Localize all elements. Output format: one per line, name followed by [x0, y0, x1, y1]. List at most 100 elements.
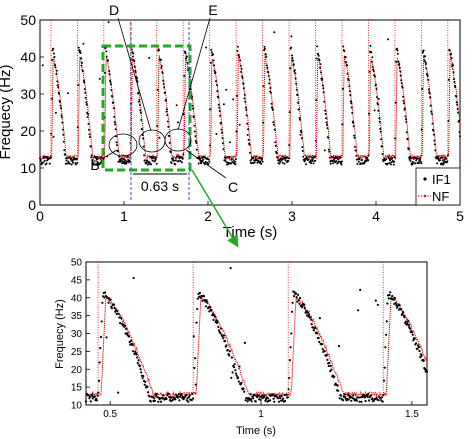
- bottom-series-layer: [84, 262, 429, 403]
- if1-point: [213, 64, 216, 67]
- if1-point: [60, 116, 63, 119]
- if1-point: [117, 155, 120, 158]
- if1-point: [309, 316, 312, 319]
- if1-point: [211, 312, 214, 316]
- if1-point: [284, 159, 287, 162]
- if1-point: [348, 85, 351, 88]
- if1-point: [215, 319, 218, 322]
- if1-point: [256, 161, 259, 164]
- if1-point: [146, 385, 149, 388]
- if1-point: [198, 291, 201, 295]
- if1-point: [76, 161, 79, 164]
- if1-point: [427, 88, 430, 91]
- if1-point: [217, 329, 221, 332]
- if1-point: [176, 155, 179, 158]
- if1-point: [116, 150, 119, 153]
- if1-point: [62, 133, 65, 136]
- if1-point: [384, 346, 387, 349]
- if1-point: [368, 70, 371, 73]
- if1-point: [191, 95, 194, 98]
- if1-point: [424, 55, 426, 58]
- if1-point: [51, 49, 54, 52]
- if1-point: [353, 136, 356, 139]
- if1-point: [259, 160, 262, 163]
- if1-point: [368, 112, 370, 115]
- if1-point: [222, 148, 225, 151]
- if1-point: [327, 136, 330, 139]
- if1-point: [318, 340, 321, 343]
- if1-point: [229, 267, 232, 270]
- if1-point: [264, 53, 267, 56]
- if1-point: [144, 159, 146, 162]
- if1-point: [87, 122, 90, 125]
- if1-point: [357, 160, 360, 163]
- if1-point: [274, 145, 277, 147]
- if1-point: [229, 162, 232, 165]
- point-c-label: D: [109, 2, 119, 18]
- if1-point: [431, 113, 433, 116]
- if1-point: [271, 394, 274, 397]
- if1-point: [377, 97, 380, 100]
- if1-point: [442, 162, 445, 165]
- nf-series-line: [39, 54, 461, 161]
- if1-point: [219, 332, 222, 335]
- if1-point: [83, 88, 86, 91]
- if1-point: [114, 128, 117, 131]
- if1-point: [423, 59, 426, 62]
- if1-point: [184, 52, 187, 55]
- if1-point: [240, 68, 243, 70]
- if1-point: [119, 322, 122, 325]
- if1-point: [79, 52, 82, 54]
- if1-point: [385, 333, 388, 336]
- if1-point: [197, 162, 200, 165]
- if1-point: [401, 312, 404, 315]
- if1-point: [183, 74, 186, 77]
- if1-point: [194, 135, 197, 138]
- if1-point: [70, 157, 73, 160]
- if1-point: [243, 97, 246, 100]
- if1-point: [228, 350, 231, 353]
- if1-point: [204, 305, 208, 308]
- if1-point: [61, 128, 64, 131]
- if1-point: [148, 57, 151, 59]
- if1-point: [425, 67, 428, 70]
- if1-point: [403, 107, 406, 110]
- if1-point: [373, 74, 376, 77]
- if1-point: [349, 100, 352, 103]
- if1-point: [375, 396, 378, 399]
- if1-point: [157, 400, 160, 403]
- if1-point: [317, 53, 320, 56]
- if1-point: [150, 163, 153, 166]
- if1-point: [135, 353, 138, 356]
- if1-point: [86, 111, 89, 114]
- if1-point: [199, 157, 202, 160]
- if1-point: [166, 120, 169, 123]
- if1-point: [210, 48, 213, 51]
- if1-point: [116, 309, 119, 312]
- if1-point: [112, 303, 116, 306]
- if1-point: [156, 88, 159, 91]
- if1-point: [327, 364, 330, 368]
- bottom-x-axis-label: Time (s): [236, 425, 276, 437]
- if1-point: [246, 134, 249, 136]
- if1-point: [185, 394, 188, 397]
- if1-point: [177, 396, 180, 399]
- if1-point: [433, 139, 436, 142]
- if1-point: [55, 69, 58, 72]
- if1-point: [404, 118, 407, 121]
- if1-point: [349, 94, 352, 97]
- if1-point: [452, 71, 455, 74]
- if1-point: [85, 103, 88, 106]
- if1-point: [98, 77, 101, 80]
- if1-point: [292, 295, 296, 298]
- if1-point: [207, 162, 210, 165]
- if1-point: [343, 50, 346, 53]
- if1-point: [314, 159, 317, 162]
- nf-series-line: [85, 294, 428, 399]
- if1-point: [207, 158, 210, 161]
- if1-point: [273, 128, 276, 131]
- if1-point: [147, 391, 150, 394]
- if1-point: [346, 72, 349, 75]
- if1-point: [165, 98, 167, 101]
- if1-point: [347, 79, 350, 82]
